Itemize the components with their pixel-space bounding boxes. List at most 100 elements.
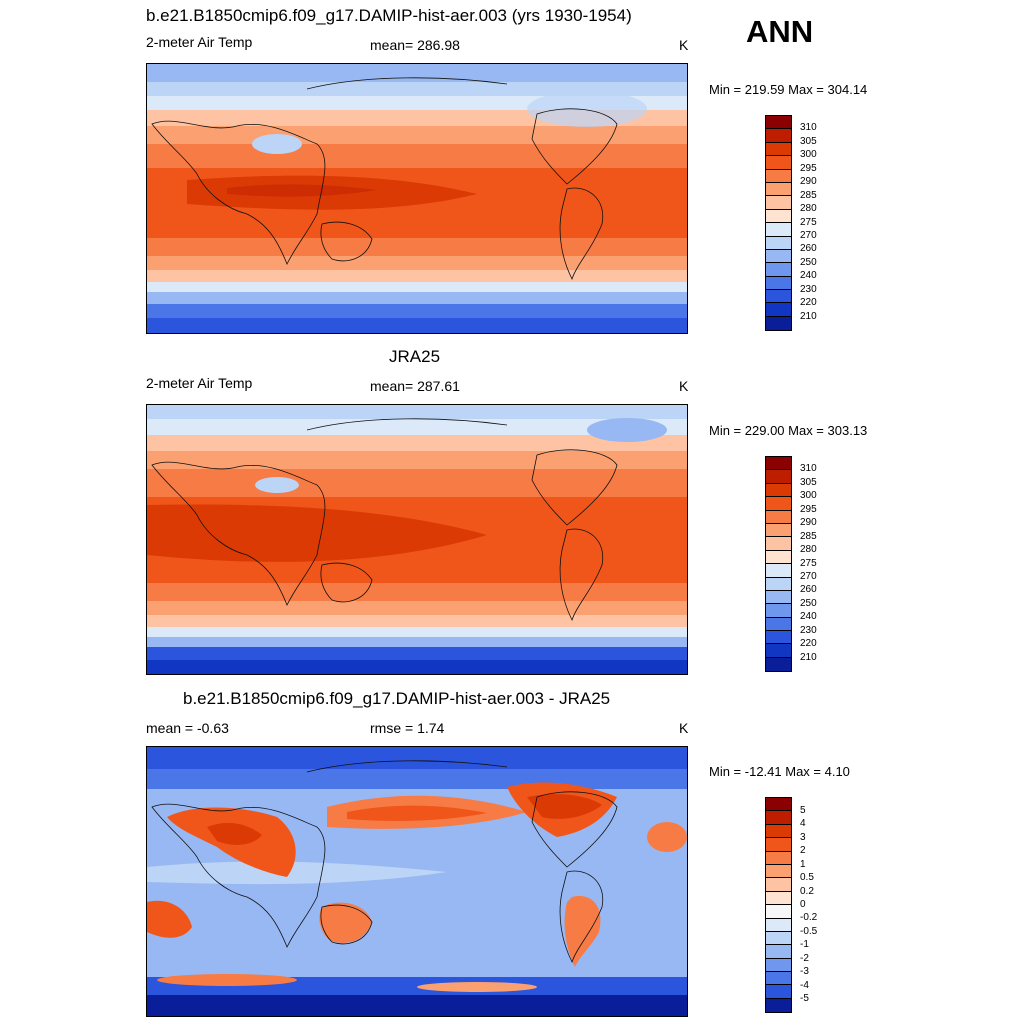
colorbar-swatch bbox=[766, 864, 791, 879]
colorbar-swatch bbox=[766, 604, 791, 618]
colorbar-swatch bbox=[766, 236, 791, 250]
colorbar-swatch bbox=[766, 510, 791, 524]
panel-2-title: JRA25 bbox=[389, 347, 441, 366]
panel-1-variable-label: 2-meter Air Temp bbox=[146, 34, 253, 50]
colorbar-tick-label: 305 bbox=[800, 136, 817, 147]
panel-2-variable-label: 2-meter Air Temp bbox=[146, 375, 253, 391]
colorbar-tick-label: 250 bbox=[800, 257, 817, 268]
colorbar-tick-label: 280 bbox=[800, 544, 817, 555]
colorbar-tick-label: 2 bbox=[800, 845, 806, 856]
colorbar-swatch bbox=[766, 156, 791, 170]
colorbar-swatch bbox=[766, 457, 791, 471]
colorbar-swatch bbox=[766, 958, 791, 973]
colorbar-tick-label: 250 bbox=[800, 598, 817, 609]
panel-2-units: K bbox=[679, 378, 689, 394]
colorbar-tick-label: 210 bbox=[800, 311, 817, 322]
colorbar-tick-label: 3 bbox=[800, 832, 806, 843]
colorbar-swatch bbox=[766, 931, 791, 946]
panel-1-map bbox=[146, 63, 688, 334]
panel-3-mean-label: mean = -0.63 bbox=[146, 720, 229, 736]
colorbar-tick-label: 230 bbox=[800, 284, 817, 295]
colorbar-swatch bbox=[766, 838, 791, 852]
colorbar-swatch bbox=[766, 577, 791, 591]
colorbar-tick-label: 240 bbox=[800, 611, 817, 622]
colorbar-tick-label: 300 bbox=[800, 490, 817, 501]
colorbar-swatch bbox=[766, 209, 791, 224]
colorbar-tick-label: 310 bbox=[800, 463, 817, 474]
panel-3-minmax: Min = -12.41 Max = 4.10 bbox=[709, 764, 850, 779]
panel-3-colorbar bbox=[765, 797, 792, 1014]
colorbar-tick-label: 220 bbox=[800, 638, 817, 649]
colorbar-swatch bbox=[766, 824, 791, 839]
colorbar-swatch bbox=[766, 644, 791, 658]
colorbar-swatch bbox=[766, 470, 791, 484]
colorbar-swatch bbox=[766, 116, 791, 130]
colorbar-tick-label: 0.5 bbox=[800, 872, 814, 883]
colorbar-tick-label: 295 bbox=[800, 504, 817, 515]
panel-1-units: K bbox=[679, 37, 689, 53]
colorbar-tick-label: 260 bbox=[800, 243, 817, 254]
colorbar-tick-label: 290 bbox=[800, 176, 817, 187]
colorbar-tick-label: 300 bbox=[800, 149, 817, 160]
panel-3-title: b.e21.B1850cmip6.f09_g17.DAMIP-hist-aer.… bbox=[183, 689, 611, 708]
panel-1-mean-label: mean= 286.98 bbox=[370, 37, 460, 53]
colorbar-swatch bbox=[766, 998, 791, 1013]
colorbar-tick-label: 1 bbox=[800, 859, 806, 870]
colorbar-swatch bbox=[766, 811, 791, 825]
colorbar-tick-label: 310 bbox=[800, 122, 817, 133]
colorbar-swatch bbox=[766, 263, 791, 277]
panel-3-rmse-label: rmse = 1.74 bbox=[370, 720, 445, 736]
colorbar-swatch bbox=[766, 972, 791, 986]
colorbar-tick-label: 270 bbox=[800, 230, 817, 241]
colorbar-swatch bbox=[766, 497, 791, 511]
colorbar-swatch bbox=[766, 617, 791, 632]
colorbar-tick-label: -5 bbox=[800, 993, 809, 1004]
colorbar-swatch bbox=[766, 798, 791, 812]
colorbar-tick-label: 295 bbox=[800, 163, 817, 174]
panel-2-map bbox=[146, 404, 688, 675]
colorbar-swatch bbox=[766, 985, 791, 999]
colorbar-tick-label: -3 bbox=[800, 966, 809, 977]
colorbar-swatch bbox=[766, 249, 791, 264]
colorbar-tick-label: -1 bbox=[800, 939, 809, 950]
colorbar-tick-label: 5 bbox=[800, 805, 806, 816]
colorbar-tick-label: 275 bbox=[800, 558, 817, 569]
colorbar-tick-label: 230 bbox=[800, 625, 817, 636]
panel-1-colorbar bbox=[765, 115, 792, 332]
panel-2-colorbar bbox=[765, 456, 792, 673]
colorbar-swatch bbox=[766, 550, 791, 565]
colorbar-swatch bbox=[766, 657, 791, 672]
colorbar-tick-label: -0.5 bbox=[800, 926, 818, 937]
colorbar-swatch bbox=[766, 537, 791, 551]
colorbar-swatch bbox=[766, 523, 791, 538]
colorbar-tick-label: 275 bbox=[800, 217, 817, 228]
colorbar-swatch bbox=[766, 316, 791, 331]
season-label: ANN bbox=[746, 14, 814, 49]
panel-1-minmax: Min = 219.59 Max = 304.14 bbox=[709, 82, 868, 97]
colorbar-tick-label: -4 bbox=[800, 980, 809, 991]
colorbar-tick-label: 290 bbox=[800, 517, 817, 528]
colorbar-swatch bbox=[766, 891, 791, 906]
colorbar-tick-label: -2 bbox=[800, 953, 809, 964]
colorbar-tick-label: 285 bbox=[800, 190, 817, 201]
colorbar-tick-label: 285 bbox=[800, 531, 817, 542]
colorbar-tick-label: 210 bbox=[800, 652, 817, 663]
colorbar-swatch bbox=[766, 945, 791, 959]
colorbar-swatch bbox=[766, 142, 791, 157]
colorbar-swatch bbox=[766, 276, 791, 291]
colorbar-swatch bbox=[766, 851, 791, 865]
colorbar-tick-label: 0.2 bbox=[800, 886, 814, 897]
colorbar-tick-label: 220 bbox=[800, 297, 817, 308]
colorbar-swatch bbox=[766, 303, 791, 317]
colorbar-tick-label: 260 bbox=[800, 584, 817, 595]
colorbar-swatch bbox=[766, 483, 791, 498]
colorbar-swatch bbox=[766, 129, 791, 143]
colorbar-swatch bbox=[766, 169, 791, 183]
colorbar-tick-label: 270 bbox=[800, 571, 817, 582]
colorbar-swatch bbox=[766, 196, 791, 210]
colorbar-tick-label: 240 bbox=[800, 270, 817, 281]
colorbar-swatch bbox=[766, 223, 791, 237]
panel-3-units: K bbox=[679, 720, 689, 736]
panel-3-map bbox=[146, 746, 688, 1017]
panel-2-minmax: Min = 229.00 Max = 303.13 bbox=[709, 423, 868, 438]
